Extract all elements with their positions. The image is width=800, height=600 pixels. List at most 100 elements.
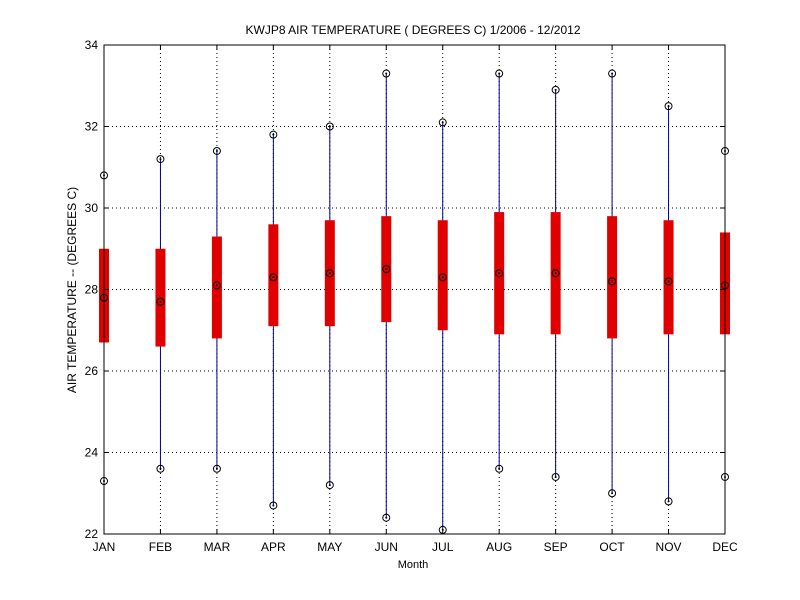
min-marker — [495, 464, 504, 473]
max-marker-dot — [215, 149, 218, 152]
median-marker-dot — [215, 284, 218, 287]
min-marker — [212, 464, 221, 473]
median-marker-dot — [328, 272, 331, 275]
x-tick-label: FEB — [149, 540, 172, 554]
max-marker-dot — [159, 158, 162, 161]
min-marker — [608, 489, 617, 498]
min-marker-dot — [215, 467, 218, 470]
min-marker — [551, 472, 560, 481]
min-marker-dot — [328, 484, 331, 487]
box-group-oct — [607, 69, 618, 498]
y-tick-label: 32 — [85, 120, 99, 134]
min-marker-dot — [554, 475, 557, 478]
median-marker — [212, 281, 221, 290]
min-marker-dot — [498, 467, 501, 470]
box-group-mar — [211, 146, 222, 473]
chart-title: KWJP8 AIR TEMPERATURE ( DEGREES C) 1/200… — [245, 23, 580, 37]
max-marker — [664, 102, 673, 111]
x-tick-label: APR — [261, 540, 286, 554]
min-marker-dot — [611, 492, 614, 495]
max-marker-dot — [385, 72, 388, 75]
max-marker-dot — [272, 133, 275, 136]
median-marker — [269, 273, 278, 282]
x-tick-label: JAN — [93, 540, 116, 554]
x-tick-label: AUG — [486, 540, 512, 554]
tick-layer: JAN FEB MAR APR MAY JUN JUL AUG SEP OCT NOV DEC 22 24… — [85, 38, 738, 554]
y-tick-label: 28 — [85, 283, 99, 297]
y-tick-label: 22 — [85, 527, 99, 541]
box-group-nov — [663, 102, 674, 506]
box-group-jun — [381, 69, 392, 522]
iqr-box — [437, 220, 448, 331]
max-marker-dot — [554, 88, 557, 91]
y-tick-label: 30 — [85, 201, 99, 215]
iqr-box — [155, 248, 166, 347]
axes-frame — [103, 44, 726, 535]
max-marker — [551, 85, 560, 94]
x-tick-label: MAR — [204, 540, 231, 554]
iqr-box — [663, 220, 674, 335]
max-marker — [495, 69, 504, 78]
max-marker — [438, 118, 447, 127]
box-group-may — [324, 122, 335, 490]
box-group-apr — [268, 130, 279, 510]
min-marker-dot — [667, 500, 670, 503]
min-marker — [325, 481, 334, 490]
box-group-aug — [494, 69, 505, 473]
median-marker-dot — [667, 280, 670, 283]
median-marker-dot — [272, 276, 275, 279]
min-marker — [664, 497, 673, 506]
median-marker — [382, 265, 391, 274]
median-marker — [551, 269, 560, 278]
box-group-jul — [437, 118, 448, 534]
max-marker-dot — [667, 105, 670, 108]
box-group-sep — [550, 85, 561, 481]
y-tick-label: 24 — [85, 446, 99, 460]
x-axis-label: Month — [398, 559, 429, 571]
max-marker-dot — [441, 121, 444, 124]
median-marker — [495, 269, 504, 278]
box-group-feb — [155, 155, 166, 473]
min-marker-dot — [385, 516, 388, 519]
x-tick-label: MAY — [317, 540, 342, 554]
min-marker — [156, 464, 165, 473]
data-layer — [99, 69, 730, 534]
x-tick-label: JUL — [432, 540, 454, 554]
median-marker — [325, 269, 334, 278]
x-tick-label: JUN — [375, 540, 398, 554]
x-tick-label: NOV — [656, 540, 682, 554]
x-tick-label: OCT — [599, 540, 625, 554]
median-marker-dot — [159, 300, 162, 303]
min-marker-dot — [272, 504, 275, 507]
iqr-box — [211, 236, 222, 339]
max-marker — [325, 122, 334, 131]
max-marker — [269, 130, 278, 139]
median-marker-dot — [385, 268, 388, 271]
max-marker — [212, 146, 221, 155]
max-marker-dot — [611, 72, 614, 75]
median-marker-dot — [611, 280, 614, 283]
iqr-box — [268, 224, 279, 327]
y-axis-label: AIR TEMPERATURE -- (DEGREES C) — [65, 187, 79, 393]
grid-layer — [104, 45, 725, 534]
min-marker-dot — [159, 467, 162, 470]
median-marker — [156, 297, 165, 306]
min-marker — [382, 513, 391, 522]
min-marker — [269, 501, 278, 510]
max-marker-dot — [328, 125, 331, 128]
max-marker — [608, 69, 617, 78]
iqr-box — [607, 216, 618, 339]
median-marker — [664, 277, 673, 286]
max-marker — [382, 69, 391, 78]
median-marker-dot — [441, 276, 444, 279]
median-marker-dot — [554, 272, 557, 275]
y-tick-label: 34 — [85, 38, 99, 52]
median-marker-dot — [498, 272, 501, 275]
max-marker-dot — [498, 72, 501, 75]
y-tick-label: 26 — [85, 364, 99, 378]
median-marker — [438, 273, 447, 282]
median-marker — [608, 277, 617, 286]
x-tick-label: SEP — [544, 540, 568, 554]
x-tick-label: DEC — [712, 540, 738, 554]
